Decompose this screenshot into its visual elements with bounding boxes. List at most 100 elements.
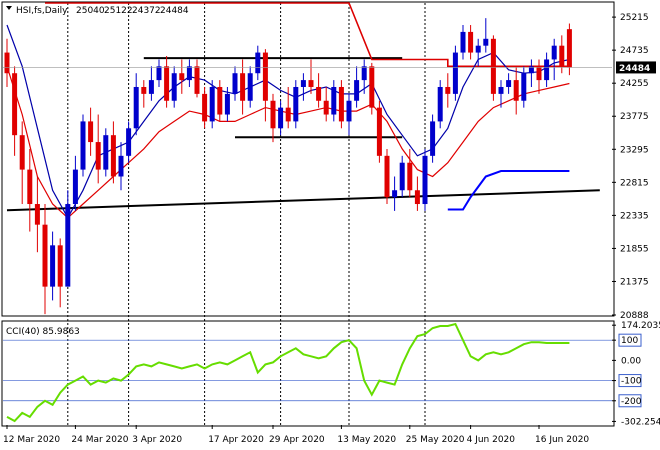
time-tick-label: 4 Jun 2020 bbox=[467, 435, 516, 445]
candle-body bbox=[179, 73, 185, 81]
candle-body bbox=[300, 80, 306, 87]
candle-body bbox=[240, 73, 246, 101]
time-tick-label: 3 Apr 2020 bbox=[132, 435, 182, 445]
candle-body bbox=[536, 66, 542, 81]
time-tick-label: 17 Apr 2020 bbox=[208, 435, 264, 445]
candle-body bbox=[171, 73, 177, 101]
stop-lines bbox=[45, 2, 570, 211]
candle-body bbox=[278, 107, 284, 129]
price-tick-label: 24255 bbox=[620, 79, 649, 89]
candle-body bbox=[430, 121, 436, 156]
candle-body bbox=[559, 45, 565, 67]
ohlc-open: 25040 bbox=[76, 6, 105, 16]
cci-tick-label: 0.00 bbox=[621, 356, 641, 366]
candle-body bbox=[308, 80, 314, 87]
candle-body bbox=[247, 73, 253, 101]
candle-body bbox=[323, 100, 329, 115]
candle-body bbox=[27, 169, 33, 205]
candle-body bbox=[544, 59, 550, 81]
candle-body bbox=[498, 86, 504, 94]
price-tick-label: 20888 bbox=[620, 311, 649, 321]
time-axis: 12 Mar 2020 24 Mar 2020 3 Apr 2020 17 Apr 2… bbox=[3, 425, 589, 445]
price-tick-label: 25215 bbox=[620, 13, 649, 23]
candle-body bbox=[270, 100, 276, 129]
candle-body bbox=[293, 86, 299, 122]
time-tick-label: 24 Mar 2020 bbox=[71, 435, 128, 445]
candle-body bbox=[209, 86, 215, 122]
candle-body bbox=[369, 66, 375, 108]
ohlc-close: 24484 bbox=[160, 6, 189, 16]
candle-body bbox=[414, 190, 420, 205]
candle-body bbox=[316, 86, 322, 101]
candle-body bbox=[262, 52, 268, 101]
candle-body bbox=[422, 155, 428, 205]
ohlc-low: 24372 bbox=[132, 6, 161, 16]
candle-body bbox=[186, 66, 192, 81]
price-tick-label: 22335 bbox=[620, 211, 649, 221]
cci-label: CCI(40) 85.9863 bbox=[6, 327, 80, 337]
candle-body bbox=[490, 38, 496, 94]
candle-body bbox=[156, 66, 162, 81]
candle-body bbox=[475, 45, 481, 53]
candle-body bbox=[202, 93, 208, 122]
stop-low-line bbox=[447, 170, 570, 211]
candle-body bbox=[452, 52, 458, 94]
candle-body bbox=[34, 204, 40, 225]
candle-body bbox=[399, 162, 405, 191]
candle-body bbox=[346, 100, 352, 122]
cci-level-box bbox=[618, 333, 642, 347]
time-tick-label: 12 Mar 2020 bbox=[3, 435, 60, 445]
candle-body bbox=[285, 107, 291, 122]
candle-body bbox=[521, 73, 527, 101]
candle-body bbox=[338, 86, 344, 122]
candle-body bbox=[437, 86, 443, 122]
trend-line bbox=[6, 189, 600, 212]
candle-body bbox=[110, 135, 116, 177]
candle-body bbox=[12, 73, 18, 136]
candle-body bbox=[384, 155, 390, 198]
candle-body bbox=[80, 121, 86, 170]
candle-body bbox=[57, 245, 63, 287]
candle-body bbox=[361, 66, 367, 81]
candle-body bbox=[164, 66, 170, 101]
cci-tick-label: -100 bbox=[621, 377, 642, 387]
candle-body bbox=[551, 45, 557, 60]
trend-lines bbox=[6, 57, 600, 212]
candle-body bbox=[42, 224, 48, 287]
stop-high-line bbox=[45, 2, 570, 68]
candle-body bbox=[468, 31, 474, 53]
candle-body bbox=[103, 135, 109, 170]
candle-body bbox=[566, 29, 572, 68]
cci-indicator: 174.2035 100 0.00 -100 -200 -302.254 bbox=[3, 321, 660, 427]
cci-tick-label: -302.254 bbox=[621, 417, 660, 427]
cci-level-box bbox=[618, 394, 642, 408]
price-tick-label: 21375 bbox=[620, 277, 649, 287]
ohlc-high: 25122 bbox=[104, 6, 133, 16]
candle-body bbox=[50, 245, 56, 287]
cci-panel-border bbox=[1, 320, 615, 427]
candle-body bbox=[407, 162, 413, 191]
time-tick-label: 16 Jun 2020 bbox=[535, 435, 589, 445]
time-tick-label: 29 Apr 2020 bbox=[269, 435, 325, 445]
candle-body bbox=[331, 86, 337, 115]
candle-body bbox=[65, 204, 71, 287]
candle-body bbox=[88, 121, 94, 143]
candle-body bbox=[217, 86, 223, 115]
cci-line bbox=[6, 322, 570, 423]
instrument-label: HSI,fs,Daily bbox=[16, 6, 68, 16]
candle-body bbox=[528, 66, 534, 74]
candle-body bbox=[255, 52, 261, 74]
time-tick-label: 25 May 2020 bbox=[406, 435, 465, 445]
candle-body bbox=[148, 80, 154, 94]
price-tick-label: 24735 bbox=[620, 46, 649, 56]
candle-body bbox=[19, 135, 25, 170]
cci-tick-label: -200 bbox=[621, 397, 642, 407]
candle-body bbox=[141, 86, 147, 94]
price-tick-label: 22815 bbox=[620, 178, 649, 188]
candle-body bbox=[224, 93, 230, 115]
price-axis: 25215 24735 24255 23775 23295 22815 22335 21855… bbox=[3, 13, 656, 321]
price-tick-label: 23295 bbox=[620, 145, 649, 155]
candle-body bbox=[460, 31, 466, 53]
candle-body bbox=[376, 107, 382, 156]
